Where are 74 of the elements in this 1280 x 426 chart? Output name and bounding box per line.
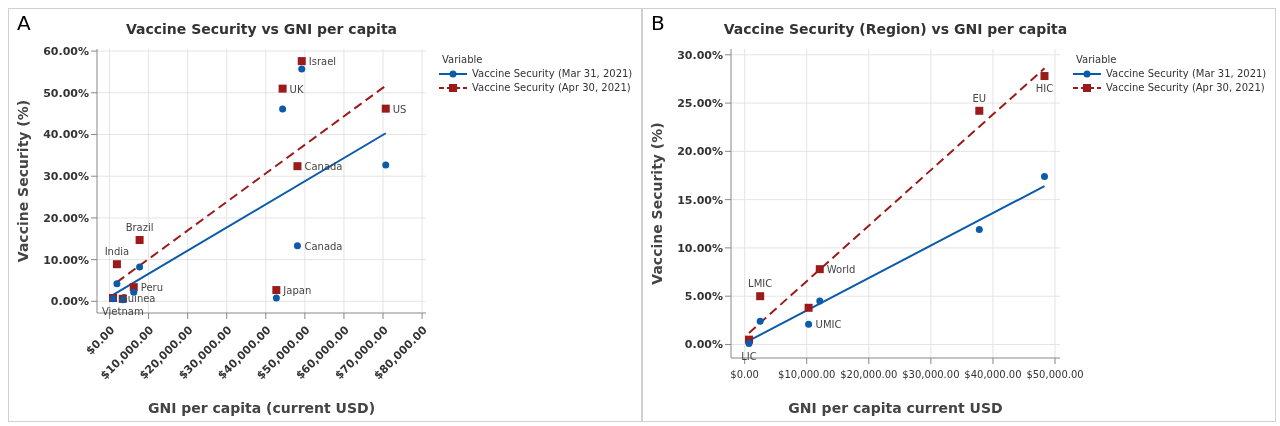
annotation: LMIC xyxy=(748,278,773,290)
y-tick-label: 20.00% xyxy=(677,145,723,159)
point xyxy=(279,105,287,113)
annotation: Vietnam xyxy=(101,305,144,317)
point xyxy=(272,294,280,302)
chart-title: Vaccine Security vs GNI per capita xyxy=(124,21,399,37)
annotation: HIC xyxy=(1035,83,1054,95)
point xyxy=(1040,172,1048,180)
point xyxy=(112,260,121,269)
y-tick-label: 50.00% xyxy=(43,86,89,100)
point xyxy=(756,317,764,325)
point xyxy=(381,104,390,113)
annotation: UK xyxy=(289,83,304,95)
x-tick-label: $40,000.00 xyxy=(964,369,1022,380)
x-axis-title: GNI per capita current USD xyxy=(788,400,1003,416)
point xyxy=(278,84,287,93)
annotation: LIC xyxy=(741,350,757,362)
point xyxy=(975,106,984,115)
y-tick-label: 5.00% xyxy=(684,290,723,304)
text: B xyxy=(651,11,665,35)
point xyxy=(1040,72,1049,81)
y-tick-label: 0.00% xyxy=(50,295,89,309)
y-tick-label: 15.00% xyxy=(677,193,723,207)
y-tick-label: 30.00% xyxy=(43,170,89,184)
point xyxy=(113,280,121,288)
annotation: Brazil xyxy=(125,222,154,234)
point xyxy=(293,162,302,171)
annotation: US xyxy=(392,103,407,115)
y-tick-label: 10.00% xyxy=(677,241,723,255)
text: A xyxy=(17,11,31,35)
point xyxy=(293,242,301,250)
annotation: Peru xyxy=(140,282,164,294)
x-axis-title: GNI per capita (current USD) xyxy=(147,400,376,416)
point xyxy=(815,265,824,274)
legend-label: Vaccine Security (Mar 31, 2021) xyxy=(1106,68,1267,79)
annotation: World xyxy=(826,264,856,276)
annotation: EU xyxy=(972,92,987,104)
point xyxy=(272,286,281,295)
point xyxy=(756,292,765,301)
y-axis-title: Vaccine Security (%) xyxy=(648,122,665,285)
point xyxy=(975,226,983,234)
y-tick-label: 10.00% xyxy=(43,253,89,267)
x-tick-label: $10,000.00 xyxy=(778,369,836,380)
x-tick-label: $0.00 xyxy=(730,369,759,380)
x-tick-label: $30,000.00 xyxy=(902,369,960,380)
point xyxy=(805,320,813,328)
y-axis-title: Vaccine Security (%) xyxy=(14,99,31,263)
point xyxy=(745,340,753,348)
y-tick-label: 0.00% xyxy=(684,338,723,352)
legend-title: Variable xyxy=(442,54,484,65)
x-tick-label: $20,000.00 xyxy=(840,369,898,380)
y-tick-label: 20.00% xyxy=(43,211,89,225)
annotation: Israel xyxy=(308,56,337,68)
point xyxy=(382,161,390,169)
legend-title: Variable xyxy=(1076,54,1118,65)
y-tick-label: 25.00% xyxy=(677,96,723,110)
point xyxy=(298,65,306,73)
point xyxy=(804,303,813,312)
annotation: India xyxy=(104,246,130,258)
annotation: Japan xyxy=(282,285,312,297)
y-tick-label: 30.00% xyxy=(677,48,723,62)
legend-label: Vaccine Security (Apr 30, 2021) xyxy=(472,82,631,93)
annotation: UMIC xyxy=(815,319,842,331)
point xyxy=(136,263,144,271)
point xyxy=(135,236,144,245)
legend-label: Vaccine Security (Apr 30, 2021) xyxy=(1106,82,1265,93)
y-tick-label: 40.00% xyxy=(43,128,89,142)
y-tick-label: 60.00% xyxy=(43,44,89,58)
x-tick-label: $50,000.00 xyxy=(1026,369,1084,380)
point xyxy=(297,57,306,66)
chart-title: Vaccine Security (Region) vs GNI per capita xyxy=(722,21,1069,37)
legend-label: Vaccine Security (Mar 31, 2021) xyxy=(472,68,633,79)
annotation: Canada xyxy=(304,240,343,252)
point xyxy=(816,297,824,305)
